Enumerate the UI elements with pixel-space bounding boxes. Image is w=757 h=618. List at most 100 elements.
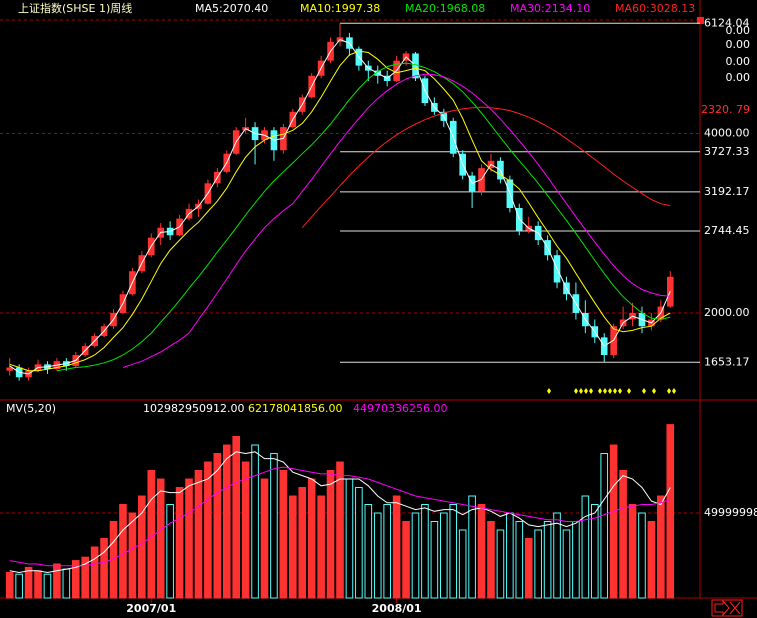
volume-bar [175, 487, 184, 599]
volume-bar [515, 521, 524, 599]
legend-entry: MA60:3028.13 [615, 2, 695, 15]
volume-bar [364, 504, 373, 599]
volume-bar [392, 495, 401, 599]
volume-bar [260, 478, 269, 599]
overlay-label: 2320. 79 [701, 103, 750, 116]
volume-bar [156, 478, 165, 599]
volume-bar [600, 453, 609, 599]
volume-readout: 102982950912.00 [143, 402, 244, 415]
volume-bar [355, 487, 363, 599]
volume-bar [15, 573, 23, 599]
volume-bar [251, 444, 259, 599]
volume-bar [581, 495, 590, 599]
volume-bar [5, 572, 14, 599]
volume-bar [657, 495, 665, 599]
volume-bar [43, 573, 52, 599]
volume-bar [345, 478, 354, 599]
volume-bar [373, 512, 382, 599]
volume-bar [534, 529, 542, 599]
volume-bar [71, 560, 80, 599]
volume-bar [562, 529, 571, 599]
volume-bar [458, 529, 467, 599]
volume-bar [100, 538, 108, 599]
volume-bar [166, 504, 174, 599]
legend-entry: MA20:1968.08 [405, 2, 485, 15]
volume-bar [213, 453, 222, 599]
volume-bar [24, 566, 33, 599]
volume-bar [487, 521, 495, 599]
legend-entry: MA5:2070.40 [195, 2, 268, 15]
legend-entry: MA10:1997.38 [300, 2, 380, 15]
volume-bar [496, 529, 505, 599]
volume-bar [477, 504, 486, 599]
volume-bar [185, 478, 193, 599]
volume-bar [590, 504, 599, 599]
volume-bar [53, 563, 61, 599]
volume-bar [279, 470, 288, 599]
ma-line [122, 73, 671, 368]
candle-body [6, 367, 14, 371]
volume-bar [524, 538, 533, 599]
overlay-label: 0.00 [726, 55, 751, 68]
volume-bar [138, 495, 146, 599]
volume-bar [411, 512, 420, 599]
volume-bar [204, 461, 212, 599]
ma-line [56, 62, 671, 372]
x-tick-label: 2007/01 [126, 602, 176, 615]
volume-bar [647, 521, 656, 599]
marker-box [697, 17, 704, 24]
volume-bar [119, 504, 127, 599]
volume-bar [638, 512, 646, 599]
volume-bar [326, 470, 335, 599]
overlay-label: 0.00 [726, 71, 751, 84]
volume-bar [430, 521, 439, 599]
volume-bar [34, 570, 42, 599]
level-label: 2744.45 [704, 224, 750, 237]
volume-bar [81, 556, 90, 599]
volume-bar [609, 444, 618, 599]
volume-bar [298, 487, 307, 599]
chart-title: 上证指数(SHSE 1)周线 [18, 1, 132, 15]
volume-bar [506, 512, 514, 599]
overlay-label: 0.00 [726, 38, 751, 51]
volume-bar [90, 546, 99, 599]
legend-entry: MA30:2134.10 [510, 2, 590, 15]
ma-line [9, 39, 671, 375]
x-tick-label: 2008/01 [372, 602, 422, 615]
level-label: 1653.17 [704, 355, 750, 368]
level-label: 3192.17 [704, 185, 750, 198]
volume-bar [553, 512, 561, 599]
volume-bar [241, 461, 250, 599]
volume-bar [383, 504, 391, 599]
ma-line [9, 50, 671, 372]
volume-bar [468, 495, 476, 599]
ma-line [9, 466, 671, 567]
volume-bar [543, 521, 552, 599]
volume-bar [402, 521, 410, 599]
volume-bar [270, 453, 278, 599]
scroll-button[interactable] [711, 599, 743, 617]
y-tick-label: 4000.00 [704, 127, 750, 140]
volume-bar [666, 424, 675, 599]
volume-bar [628, 504, 637, 599]
volume-bar [317, 495, 325, 599]
volume-bar [572, 521, 580, 599]
volume-bar [194, 470, 203, 599]
volume-bar [128, 512, 137, 599]
volume-bar [222, 444, 231, 599]
y-tick-label: 2000.00 [704, 306, 750, 319]
ma-line [301, 106, 671, 229]
ma-line [9, 451, 671, 574]
volume-bar [232, 436, 240, 599]
y-tick-label: 49999998 [704, 506, 757, 519]
volume-readout: 62178041856.00 [248, 402, 342, 415]
volume-bar [307, 478, 316, 599]
volume-bar [336, 461, 344, 599]
signal-markers [547, 388, 676, 394]
overlay-label: 0.00 [726, 24, 751, 37]
volume-bar [449, 504, 458, 599]
volume-bar [440, 512, 448, 599]
volume-readout: 44970336256.00 [353, 402, 447, 415]
